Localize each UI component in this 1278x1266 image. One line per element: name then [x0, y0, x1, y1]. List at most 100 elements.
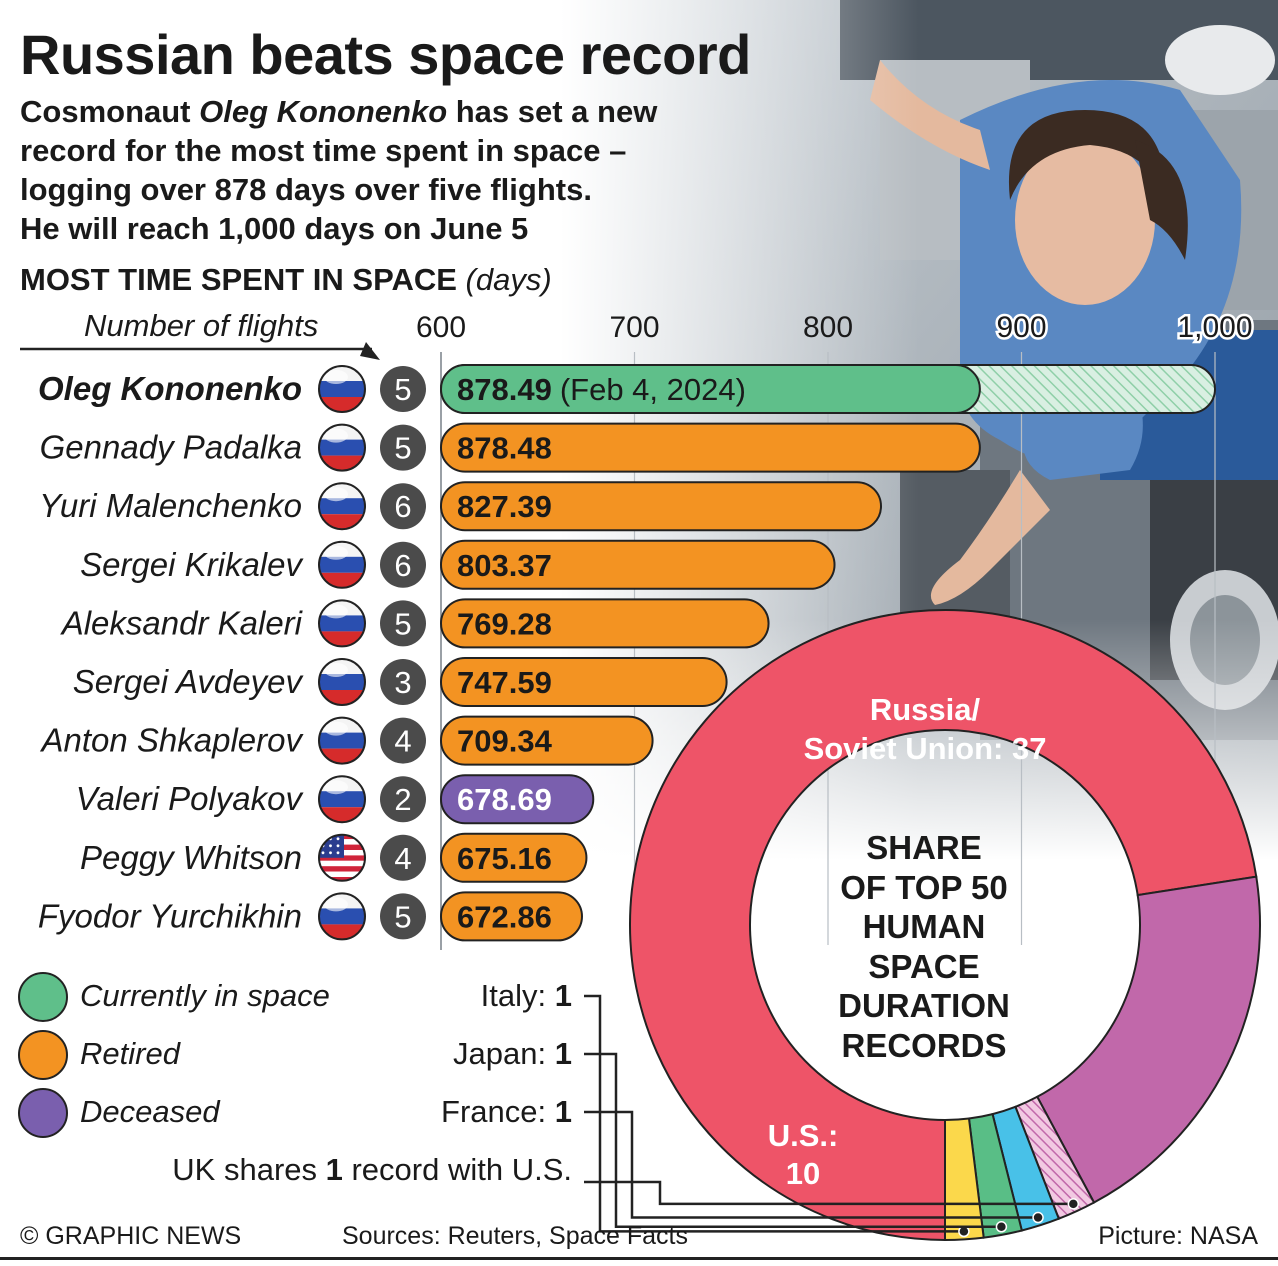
- russia-flag-icon: [318, 365, 366, 413]
- astronaut-name: Sergei Avdeyev: [73, 663, 305, 700]
- callout-france: France: 1: [441, 1094, 572, 1129]
- russia-flag-icon: [318, 892, 366, 941]
- flight-count-badge: [380, 600, 426, 647]
- flight-count-badge: [380, 659, 426, 705]
- page-title: Russian beats space record: [20, 23, 751, 86]
- astronaut-name: Aleksandr Kaleri: [60, 604, 304, 641]
- unit-label: (days): [465, 262, 552, 297]
- flight-count-badge: [380, 483, 426, 530]
- bar: [440, 422, 981, 473]
- subtitle: Cosmonaut Oleg Kononenko has set a new r…: [20, 92, 780, 248]
- flight-count: 4: [394, 724, 411, 759]
- donut-slice-russia: [629, 609, 1258, 1242]
- bar-value-label: 769.28: [457, 606, 552, 641]
- bar-value-label: 878.49 (Feb 4, 2024): [457, 372, 746, 407]
- bar: [440, 774, 595, 825]
- flight-count-badge: [380, 834, 426, 881]
- bar-value-label: 803.37: [457, 548, 552, 583]
- callout-leader-uk_us: [584, 1180, 1074, 1206]
- subtitle-line-3: logging over 878 days over five flights.: [20, 172, 592, 207]
- russia-flag-icon: [318, 482, 366, 531]
- bar: [440, 598, 770, 649]
- callout-dot: [1032, 1211, 1044, 1224]
- donut-center-title: SHARE OF TOP 50 HUMAN SPACE DURATION REC…: [838, 829, 1010, 1064]
- flights-pointer-arrow: [360, 342, 380, 360]
- legend-swatch-orange: [18, 1030, 68, 1080]
- x-tick-label: 900: [996, 311, 1046, 344]
- callout-leader-france: [584, 1110, 1039, 1219]
- bar-value-label: 678.69: [457, 782, 552, 817]
- slice-label-us: U.S.: 10: [767, 1118, 839, 1191]
- flight-count: 4: [394, 841, 411, 876]
- bar: [440, 832, 588, 883]
- astronaut-name: Anton Shkaplerov: [39, 722, 304, 759]
- astronaut-name: Valeri Polyakov: [76, 780, 305, 817]
- bar-chart-title: MOST TIME SPENT IN SPACE (days): [20, 262, 552, 297]
- bar: [440, 891, 583, 942]
- flight-count-badge: [380, 541, 426, 588]
- subtitle-line-2: record for the most time spent in space …: [20, 133, 627, 168]
- footer-picture-credit: Picture: NASA: [1098, 1222, 1258, 1250]
- flight-count: 5: [394, 899, 411, 934]
- bar-value-label: 675.16: [457, 841, 552, 876]
- bar: [440, 657, 728, 707]
- russia-flag-icon: [318, 423, 366, 472]
- donut-slice-us: [1035, 875, 1261, 1204]
- bar: [440, 715, 654, 766]
- flight-count-badge: [380, 776, 426, 823]
- bar-value-label: 709.34: [457, 724, 553, 759]
- astronaut-name: Gennady Padalka: [40, 429, 302, 466]
- russia-flag-icon: [318, 540, 366, 589]
- flight-count-badge: [380, 424, 426, 471]
- flight-count: 5: [394, 372, 411, 407]
- callout-leader-japan: [584, 1052, 1002, 1229]
- flight-count: 6: [394, 548, 411, 583]
- flight-count: 2: [394, 782, 411, 817]
- astronaut-name: Yuri Malenchenko: [39, 487, 302, 524]
- russia-flag-icon: [318, 658, 366, 706]
- bar-value-label: 827.39: [457, 489, 552, 524]
- russia-flag-icon: [318, 599, 366, 648]
- x-tick-label: 600: [416, 311, 466, 344]
- bar: [440, 364, 981, 414]
- astronaut-name: Fyodor Yurchikhin: [38, 897, 302, 934]
- callout-italy: Italy: 1: [480, 978, 572, 1013]
- flight-count-badge: [380, 717, 426, 764]
- subtitle-line-1: Cosmonaut Oleg Kononenko has set a new: [20, 94, 658, 129]
- highlighted-name: Oleg Kononenko: [199, 94, 448, 129]
- legend-swatch-purple: [18, 1088, 68, 1138]
- flight-count: 6: [394, 489, 411, 524]
- flight-count: 5: [394, 431, 411, 466]
- bar: [440, 539, 836, 590]
- bar-value-label: 747.59: [457, 665, 552, 700]
- x-tick-label: 700: [609, 311, 659, 344]
- flight-count: 3: [394, 665, 411, 700]
- bar-value-label: 672.86: [457, 899, 552, 934]
- astronaut-name: Peggy Whitson: [80, 839, 302, 876]
- footer-credit: © GRAPHIC NEWS: [20, 1222, 242, 1250]
- donut-slice-italy: [944, 1117, 985, 1242]
- slice-label-russia: Russia/ Soviet Union: 37: [803, 692, 1047, 766]
- legend-swatch-green: [18, 972, 68, 1022]
- callout-japan: Japan: 1: [453, 1036, 572, 1071]
- x-tick-label: 1,000: [1177, 311, 1252, 344]
- russia-flag-icon: [318, 775, 366, 824]
- subtitle-line-4: He will reach 1,000 days on June 5: [20, 211, 529, 246]
- callout-leader-italy: [584, 994, 964, 1233]
- flights-column-label: Number of flights: [84, 308, 319, 343]
- bar-value-label: 878.48: [457, 431, 552, 466]
- us-flag-icon: [318, 833, 366, 882]
- x-tick-label: 800: [803, 311, 853, 344]
- callout-dot: [995, 1221, 1008, 1233]
- russia-flag-icon: [318, 716, 366, 765]
- bar: [440, 481, 882, 532]
- footer-rule: [0, 1257, 1278, 1260]
- flight-count-badge: [380, 366, 426, 412]
- callout-uk: UK shares 1 record with U.S.: [172, 1152, 572, 1187]
- astronaut-name: Sergei Krikalev: [80, 546, 304, 583]
- astronaut-name: Oleg Kononenko: [38, 370, 302, 407]
- flight-count: 5: [394, 606, 411, 641]
- flight-count-badge: [380, 893, 426, 940]
- callout-dot: [1067, 1198, 1080, 1210]
